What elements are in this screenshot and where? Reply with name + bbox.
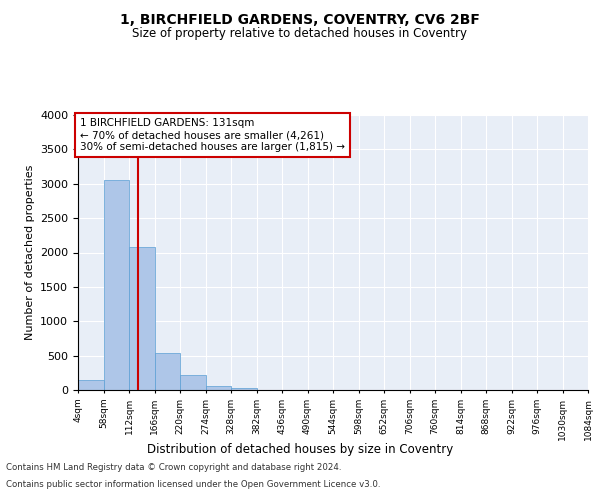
Text: 1, BIRCHFIELD GARDENS, COVENTRY, CV6 2BF: 1, BIRCHFIELD GARDENS, COVENTRY, CV6 2BF [120, 12, 480, 26]
Bar [78, 380, 104, 390]
Y-axis label: Number of detached properties: Number of detached properties [25, 165, 35, 340]
Bar [129, 247, 155, 390]
Bar [180, 375, 205, 390]
Bar [206, 386, 231, 390]
Text: Contains HM Land Registry data © Crown copyright and database right 2024.: Contains HM Land Registry data © Crown c… [6, 464, 341, 472]
Bar [231, 388, 257, 390]
Text: 1 BIRCHFIELD GARDENS: 131sqm
← 70% of detached houses are smaller (4,261)
30% of: 1 BIRCHFIELD GARDENS: 131sqm ← 70% of de… [80, 118, 345, 152]
Text: Distribution of detached houses by size in Coventry: Distribution of detached houses by size … [147, 442, 453, 456]
Bar [155, 353, 180, 390]
Text: Size of property relative to detached houses in Coventry: Size of property relative to detached ho… [133, 28, 467, 40]
Text: Contains public sector information licensed under the Open Government Licence v3: Contains public sector information licen… [6, 480, 380, 489]
Bar [104, 180, 129, 390]
